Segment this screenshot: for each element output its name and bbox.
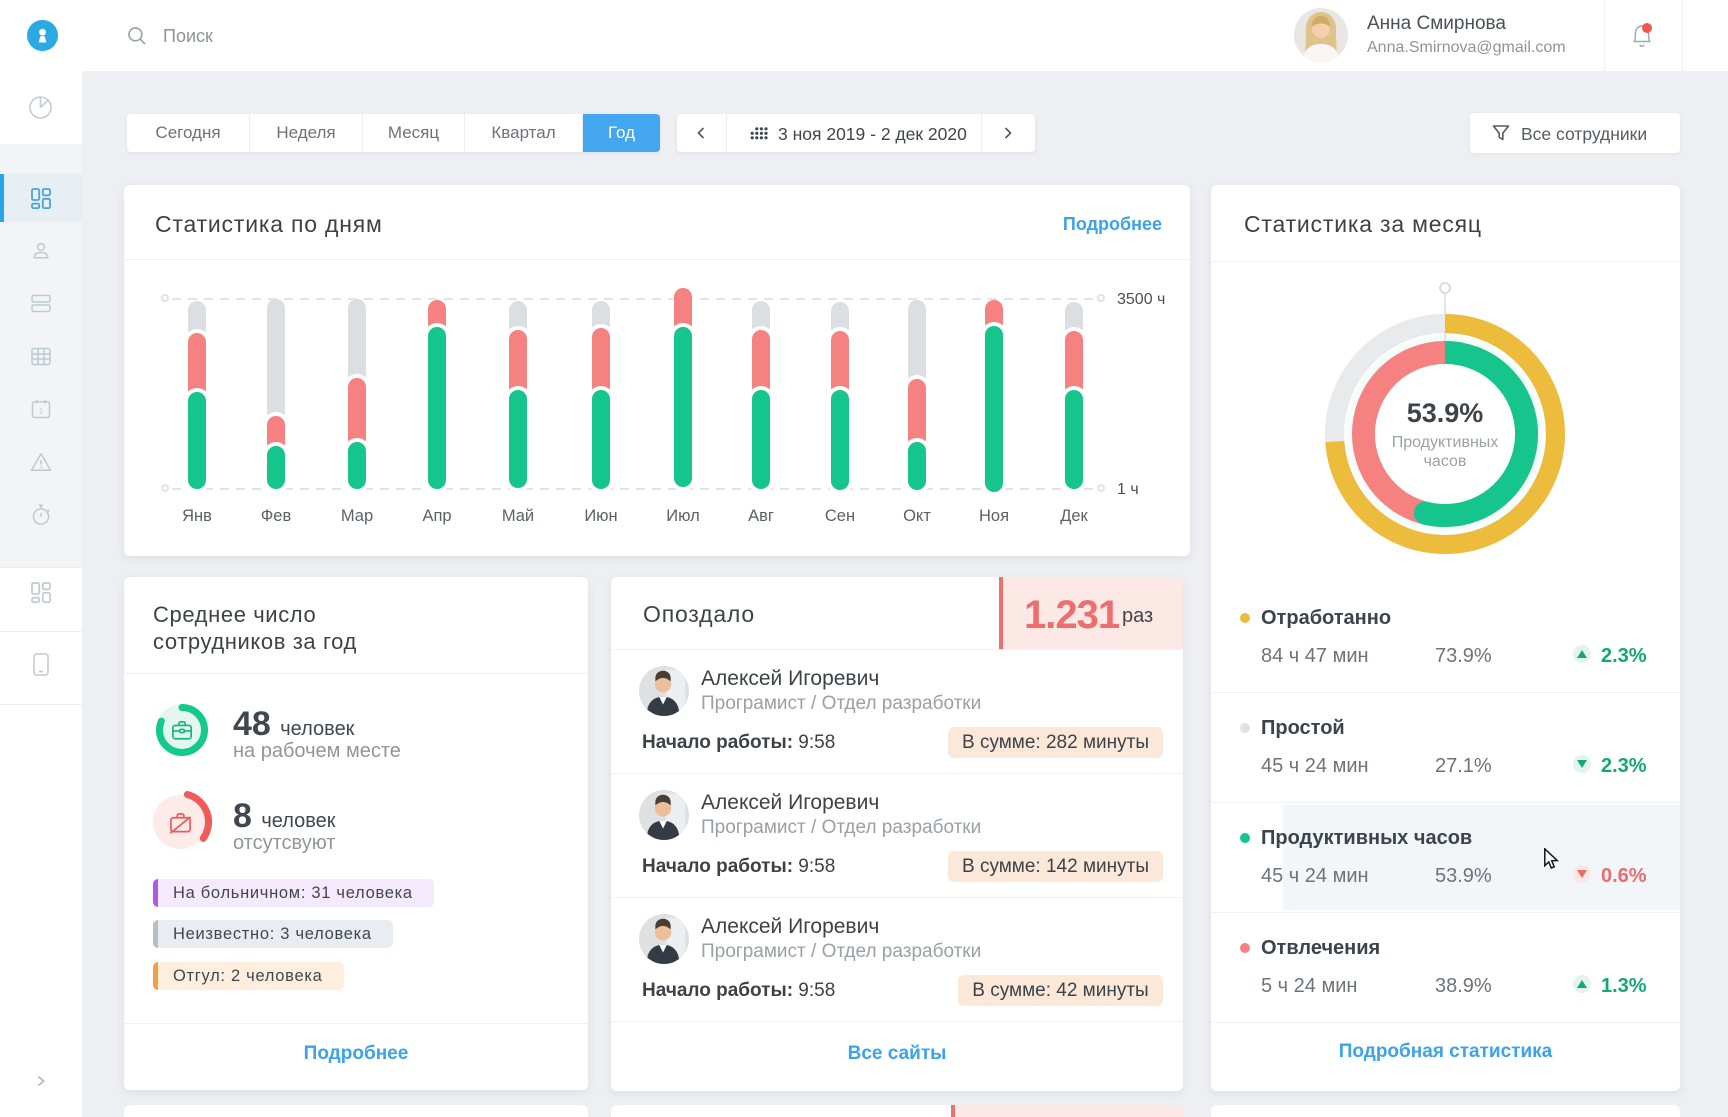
svg-text:1: 1 — [39, 406, 44, 416]
